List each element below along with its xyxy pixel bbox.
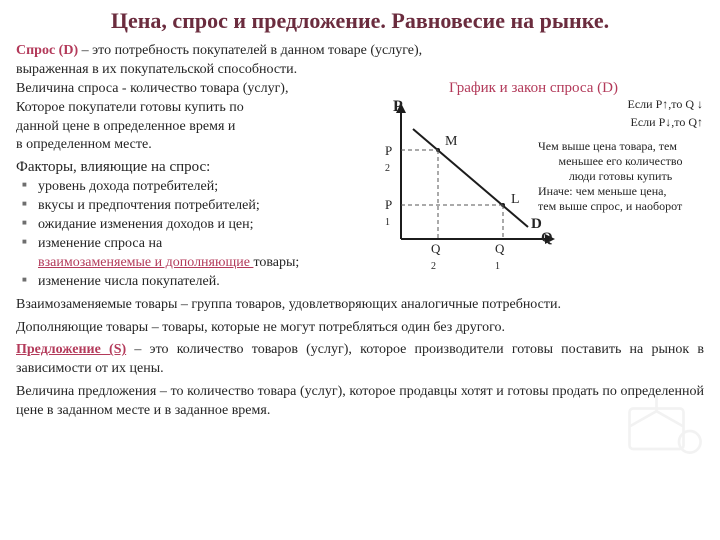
graph-title: График и закон спроса (D)	[363, 80, 704, 97]
axis-q-label: Q	[541, 229, 553, 248]
demand-graph: P Q M L D P2 P1 Q2 Q1	[363, 99, 703, 269]
law-line-2: Если P↓,то Q↑	[563, 115, 703, 130]
point-m-label: M	[445, 133, 457, 151]
paragraph-4: данной цене в определенное время и	[16, 118, 357, 137]
below-4: Величина предложения – то количество тов…	[16, 383, 704, 421]
p2-label: P2	[385, 143, 392, 176]
linked-term: взаимозаменяемые и дополняющие	[38, 255, 253, 270]
below-2: Дополняющие товары – товары, которые не …	[16, 319, 704, 338]
page-title: Цена, спрос и предложение. Равновесие на…	[16, 8, 704, 34]
paragraph-3: Которое покупатели готовы купить по	[16, 99, 357, 118]
law-line-1: Если P↑,то Q ↓	[563, 97, 703, 112]
below-1: Взаимозаменяемые товары – группа товаров…	[16, 296, 704, 315]
q2-label: Q2	[431, 241, 440, 274]
factors-list: уровень дохода потребителей; вкусы и пре…	[16, 178, 357, 291]
paragraph-1b: выраженная в их покупательской способнос…	[16, 61, 704, 80]
explain-block: Чем выше цена товара, тем меньшее его ко…	[538, 139, 703, 214]
q1-label: Q1	[495, 241, 504, 274]
supply-term: Предложение (S)	[16, 342, 126, 357]
paragraph-2: Величина спроса - количество товара (усл…	[16, 80, 357, 99]
list-item: вкусы и предпочтения потребителей;	[22, 197, 357, 216]
curve-d-label: D	[531, 215, 542, 234]
p1-rest: – это потребность покупателей в данном т…	[78, 43, 422, 58]
axis-p-label: P	[393, 97, 403, 117]
factors-heading: Факторы, влияющие на спрос:	[16, 159, 357, 176]
list-item: изменение спроса на взаимозаменяемые и д…	[22, 235, 357, 273]
list-item: уровень дохода потребителей;	[22, 178, 357, 197]
below-3: Предложение (S) – это количество товаров…	[16, 341, 704, 379]
list-item: изменение числа покупателей.	[22, 273, 357, 292]
demand-term: Спрос (D)	[16, 43, 78, 58]
paragraph-1: Спрос (D) – это потребность покупателей …	[16, 42, 704, 61]
p1-label: P1	[385, 197, 392, 230]
list-item: ожидание изменения доходов и цен;	[22, 216, 357, 235]
point-l-label: L	[511, 191, 520, 209]
paragraph-5: в определенном месте.	[16, 136, 357, 155]
